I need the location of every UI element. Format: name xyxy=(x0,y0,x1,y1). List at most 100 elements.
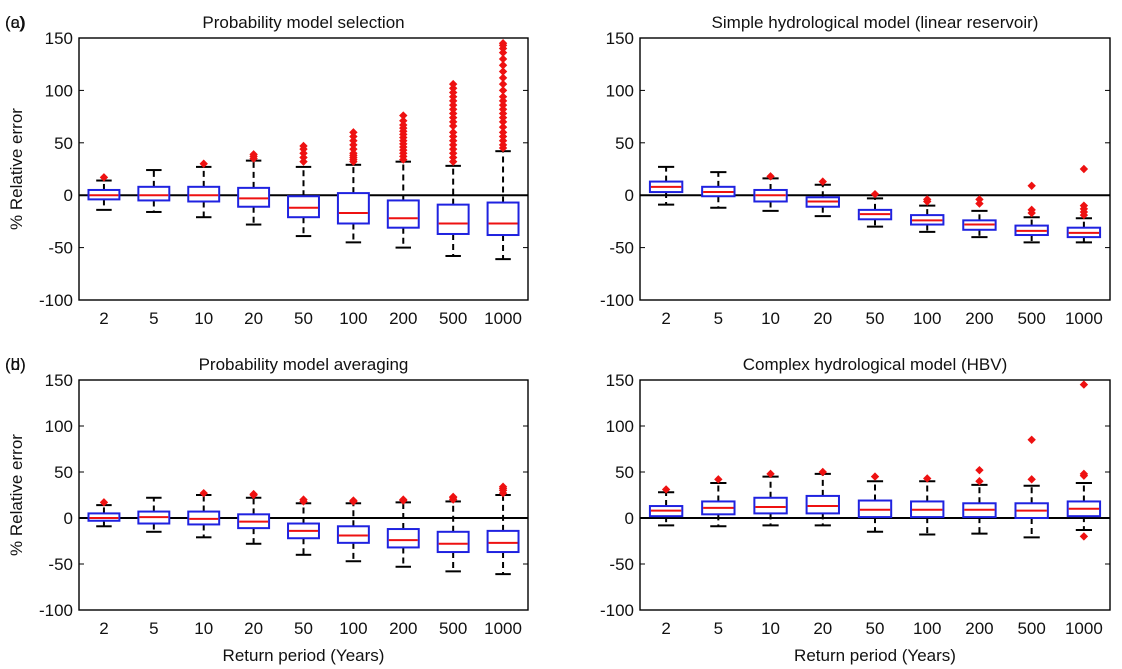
box-50 xyxy=(857,472,893,533)
outlier-point xyxy=(199,488,208,498)
x-tick-label: 2 xyxy=(99,619,108,638)
outlier-point xyxy=(498,482,508,491)
outlier-point xyxy=(99,173,109,182)
box-5 xyxy=(137,496,171,533)
x-tick-label: 100 xyxy=(913,309,941,328)
box-20 xyxy=(237,150,271,226)
y-tick-label: 0 xyxy=(625,509,634,528)
box-iqr xyxy=(436,530,470,554)
outlier-point xyxy=(249,489,258,499)
y-tick-label: -100 xyxy=(600,291,634,310)
panel-label: (b) xyxy=(5,355,26,374)
x-axis-label: Return period (Years) xyxy=(794,646,956,665)
outlier-point xyxy=(498,92,508,101)
plot-frame xyxy=(639,37,1111,301)
outlier-point xyxy=(975,465,984,475)
outlier-point xyxy=(498,122,508,132)
x-tick-label: 2 xyxy=(99,309,108,328)
x-tick-label: 200 xyxy=(965,309,993,328)
outlier-point xyxy=(498,86,508,95)
outlier-point xyxy=(498,54,508,64)
box-200 xyxy=(962,195,997,239)
box-5 xyxy=(701,171,736,209)
chart-panel-2: (b) Probability model averaging -100 -50 0 50… xyxy=(5,355,529,665)
outlier-point xyxy=(661,485,671,494)
y-tick-label: 100 xyxy=(606,81,634,100)
box-iqr xyxy=(486,201,520,237)
box-10 xyxy=(753,469,788,527)
x-tick-label: 1000 xyxy=(484,309,522,328)
box-50 xyxy=(287,495,320,556)
outlier-point xyxy=(299,495,308,504)
outlier-point xyxy=(199,159,208,168)
plot-frame xyxy=(78,379,529,611)
x-tick-label: 20 xyxy=(813,619,832,638)
y-tick-label: 0 xyxy=(64,186,73,205)
y-tick-label: 150 xyxy=(45,371,73,390)
outlier-point xyxy=(1079,201,1089,210)
x-tick-label: 10 xyxy=(194,619,213,638)
box-200 xyxy=(962,465,997,535)
outlier-point xyxy=(99,498,109,507)
outlier-point xyxy=(448,79,458,89)
box-10 xyxy=(187,159,221,219)
box-5 xyxy=(701,475,736,528)
chart-panel-1: (a) Probability model selection -100 -50 0 50… xyxy=(5,13,529,328)
box-50 xyxy=(857,189,893,228)
y-tick-label: -50 xyxy=(609,239,634,258)
y-tick-label: 150 xyxy=(45,29,73,48)
y-tick-label: -50 xyxy=(609,555,634,574)
box-50 xyxy=(287,141,320,238)
x-tick-label: 2 xyxy=(661,619,670,638)
x-tick-label: 5 xyxy=(149,309,158,328)
outlier-point xyxy=(818,177,827,186)
x-tick-label: 1000 xyxy=(1065,619,1103,638)
plot-frame xyxy=(639,379,1111,611)
x-tick-label: 50 xyxy=(866,309,885,328)
outlier-point xyxy=(1027,205,1036,215)
box-2 xyxy=(648,485,684,527)
x-tick-label: 200 xyxy=(389,309,417,328)
outlier-point xyxy=(498,61,508,70)
x-tick-label: 20 xyxy=(813,309,832,328)
chart-title: Probability model averaging xyxy=(199,355,409,374)
x-tick-label: 1000 xyxy=(484,619,522,638)
x-tick-label: 50 xyxy=(294,309,313,328)
x-tick-label: 100 xyxy=(339,309,367,328)
box-iqr xyxy=(386,199,420,229)
box-1000 xyxy=(1066,164,1102,244)
box-20 xyxy=(805,177,840,218)
outlier-point xyxy=(498,73,508,83)
panel-label: (a) xyxy=(5,13,26,32)
box-500 xyxy=(436,79,470,257)
box-100 xyxy=(336,128,370,244)
x-tick-label: 200 xyxy=(965,619,993,638)
x-tick-label: 5 xyxy=(714,309,723,328)
box-100 xyxy=(910,474,945,536)
outlier-point xyxy=(399,111,408,120)
x-tick-label: 1000 xyxy=(1065,309,1103,328)
outlier-point xyxy=(349,496,358,505)
box-5 xyxy=(137,169,171,213)
y-tick-label: -100 xyxy=(39,601,73,620)
outlier-point xyxy=(1027,435,1036,444)
x-tick-label: 5 xyxy=(714,619,723,638)
outlier-point xyxy=(498,39,508,48)
x-tick-label: 50 xyxy=(866,619,885,638)
y-tick-label: 50 xyxy=(54,134,73,153)
x-tick-label: 100 xyxy=(913,619,941,638)
outlier-point xyxy=(498,67,508,76)
x-tick-label: 200 xyxy=(389,619,417,638)
box-iqr xyxy=(436,203,470,235)
y-tick-label: 100 xyxy=(45,81,73,100)
x-tick-label: 10 xyxy=(761,619,780,638)
box-20 xyxy=(237,489,271,545)
chart-panel-3: (c) Simple hydrological model (linear res… xyxy=(5,13,1111,328)
box-500 xyxy=(1014,435,1049,539)
box-iqr xyxy=(237,186,271,208)
outlier-point xyxy=(870,189,880,199)
box-iqr xyxy=(287,195,320,219)
outlier-point xyxy=(1027,475,1036,484)
box-500 xyxy=(436,492,470,573)
outlier-point xyxy=(1079,164,1089,174)
